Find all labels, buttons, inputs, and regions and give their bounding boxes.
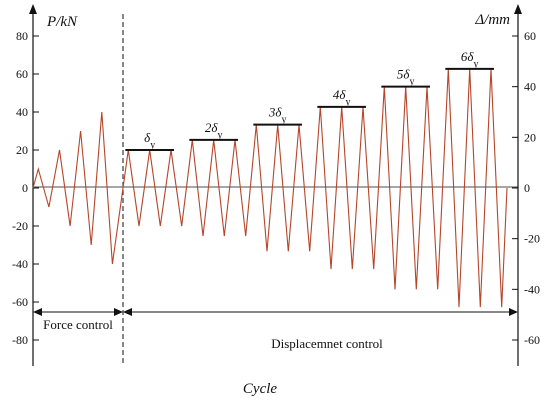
displacement-control-label: Displacemnet control	[271, 336, 383, 351]
x-axis-title: Cycle	[243, 381, 277, 397]
left-tick-label: -80	[12, 333, 28, 347]
level-label: 3δy	[268, 105, 287, 126]
level-label: 4δy	[333, 87, 351, 108]
left-y-axis-arrow	[29, 4, 37, 14]
left-tick-label: 20	[16, 143, 28, 157]
left-tick-label: 60	[16, 67, 28, 81]
right-tick-label: 60	[524, 29, 536, 43]
left-tick-label: 0	[22, 181, 28, 195]
right-tick-label: 40	[524, 80, 536, 94]
right-tick-group: 60 40 20 0 -20 -40 -60	[512, 29, 540, 347]
right-tick-label: -20	[524, 232, 540, 246]
loading-history-line	[32, 68, 508, 308]
level-label: 6δy	[461, 49, 479, 70]
level-label: 5δy	[397, 67, 415, 88]
right-tick-label: 20	[524, 130, 536, 144]
left-tick-label: 80	[16, 29, 28, 43]
left-axis-title: P/kN	[46, 14, 78, 30]
right-tick-label: -60	[524, 333, 540, 347]
left-tick-label: -60	[12, 295, 28, 309]
displacement-control-span	[123, 308, 518, 316]
force-control-span	[33, 308, 123, 316]
force-control-label: Force control	[43, 317, 113, 332]
level-label: δy	[144, 130, 155, 151]
left-tick-label: -20	[12, 219, 28, 233]
right-axis-title: Δ/mm	[474, 12, 510, 28]
right-tick-label: -40	[524, 282, 540, 296]
right-y-axis-arrow	[514, 4, 522, 14]
level-label: 2δy	[205, 120, 223, 141]
left-tick-label: -40	[12, 257, 28, 271]
level-markers: δy 2δy 3δy 4δy 5δy 6δy	[125, 49, 494, 151]
right-tick-label: 0	[524, 181, 530, 195]
left-tick-group: 80 60 40 20 0 -20 -40 -60 -80	[12, 29, 39, 347]
left-tick-label: 40	[16, 105, 28, 119]
